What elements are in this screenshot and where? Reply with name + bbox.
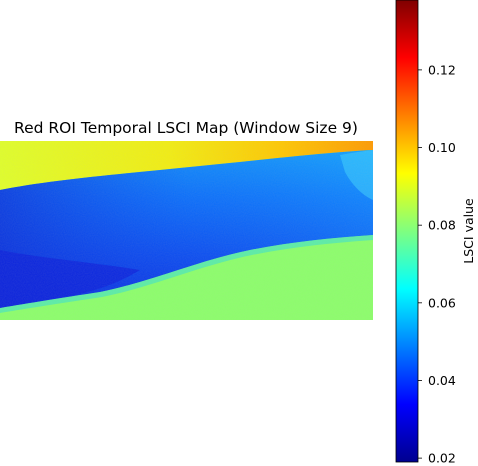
colorbar-tick-label: 0.10 <box>428 140 456 155</box>
colorbar-ticks: 0.02 0.04 0.06 0.08 0.10 0.12 <box>418 62 456 466</box>
colorbar: 0.02 0.04 0.06 0.08 0.10 0.12 LSCI value <box>395 0 476 466</box>
colorbar-tick-label: 0.04 <box>428 373 456 388</box>
colorbar-tick-label: 0.06 <box>428 295 456 310</box>
colorbar-gradient <box>395 0 419 463</box>
colorbar-tick-label: 0.02 <box>428 451 456 466</box>
colorbar-tick-label: 0.12 <box>428 62 456 77</box>
lsci-heatmap <box>0 141 373 320</box>
chart-title: Red ROI Temporal LSCI Map (Window Size 9… <box>14 119 358 137</box>
colorbar-tick-label: 0.08 <box>428 218 456 233</box>
speckle-noise <box>0 141 373 320</box>
colorbar-label: LSCI value <box>461 198 476 264</box>
